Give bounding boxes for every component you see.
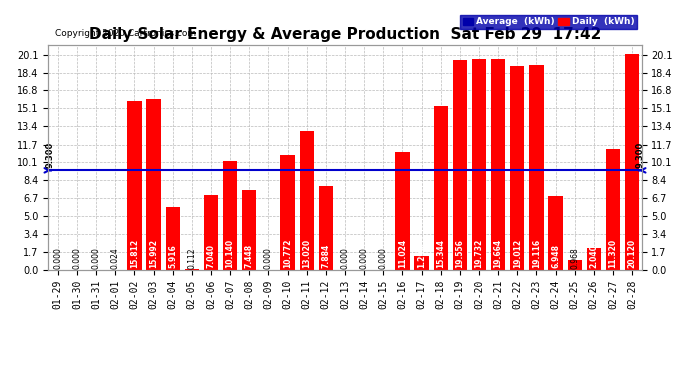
- Text: 0.024: 0.024: [111, 248, 120, 270]
- Text: 11.320: 11.320: [609, 239, 618, 268]
- Bar: [453, 60, 467, 270]
- Text: 0.000: 0.000: [359, 248, 368, 270]
- Bar: [223, 161, 237, 270]
- Bar: [491, 59, 505, 270]
- Text: 11.024: 11.024: [398, 239, 407, 268]
- Text: 10.140: 10.140: [226, 239, 235, 268]
- Text: 2.040: 2.040: [589, 244, 598, 268]
- Text: 0.000: 0.000: [379, 248, 388, 270]
- Text: 15.812: 15.812: [130, 239, 139, 268]
- Bar: [185, 269, 199, 270]
- Bar: [242, 190, 257, 270]
- Bar: [568, 260, 582, 270]
- Text: 0.112: 0.112: [188, 248, 197, 270]
- Text: 19.556: 19.556: [455, 240, 464, 268]
- Text: 10.772: 10.772: [283, 239, 292, 268]
- Text: 19.012: 19.012: [513, 239, 522, 268]
- Text: 0.000: 0.000: [53, 248, 62, 270]
- Bar: [586, 248, 601, 270]
- Text: 15.992: 15.992: [149, 239, 158, 268]
- Bar: [204, 195, 218, 270]
- Text: 9.300: 9.300: [635, 142, 644, 168]
- Bar: [510, 66, 524, 270]
- Bar: [146, 99, 161, 270]
- Bar: [280, 154, 295, 270]
- Text: 13.020: 13.020: [302, 239, 311, 268]
- Text: 7.884: 7.884: [322, 244, 331, 268]
- Bar: [549, 195, 563, 270]
- Text: 7.448: 7.448: [245, 244, 254, 268]
- Bar: [127, 100, 141, 270]
- Text: 6.948: 6.948: [551, 244, 560, 268]
- Text: 15.344: 15.344: [436, 239, 445, 268]
- Bar: [319, 186, 333, 270]
- Bar: [433, 106, 448, 270]
- Bar: [299, 130, 314, 270]
- Text: 0.000: 0.000: [72, 248, 81, 270]
- Text: 19.116: 19.116: [532, 239, 541, 268]
- Bar: [415, 256, 428, 270]
- Title: Daily Solar Energy & Average Production  Sat Feb 29  17:42: Daily Solar Energy & Average Production …: [89, 27, 601, 42]
- Text: 1.296: 1.296: [417, 244, 426, 268]
- Text: 0.000: 0.000: [340, 248, 350, 270]
- Text: 7.040: 7.040: [206, 244, 215, 268]
- Legend: Average  (kWh), Daily  (kWh): Average (kWh), Daily (kWh): [460, 15, 637, 29]
- Text: 0.000: 0.000: [92, 248, 101, 270]
- Text: Copyright 2020 Cartronics.com: Copyright 2020 Cartronics.com: [55, 28, 197, 38]
- Bar: [166, 207, 180, 270]
- Text: 20.120: 20.120: [628, 239, 637, 268]
- Text: 9.300: 9.300: [46, 142, 55, 168]
- Bar: [395, 152, 410, 270]
- Bar: [625, 54, 640, 270]
- Bar: [606, 149, 620, 270]
- Bar: [472, 58, 486, 270]
- Text: 0.968: 0.968: [570, 248, 579, 270]
- Text: 5.916: 5.916: [168, 244, 177, 268]
- Text: 19.664: 19.664: [493, 239, 502, 268]
- Text: 0.000: 0.000: [264, 248, 273, 270]
- Text: 19.732: 19.732: [475, 239, 484, 268]
- Bar: [529, 65, 544, 270]
